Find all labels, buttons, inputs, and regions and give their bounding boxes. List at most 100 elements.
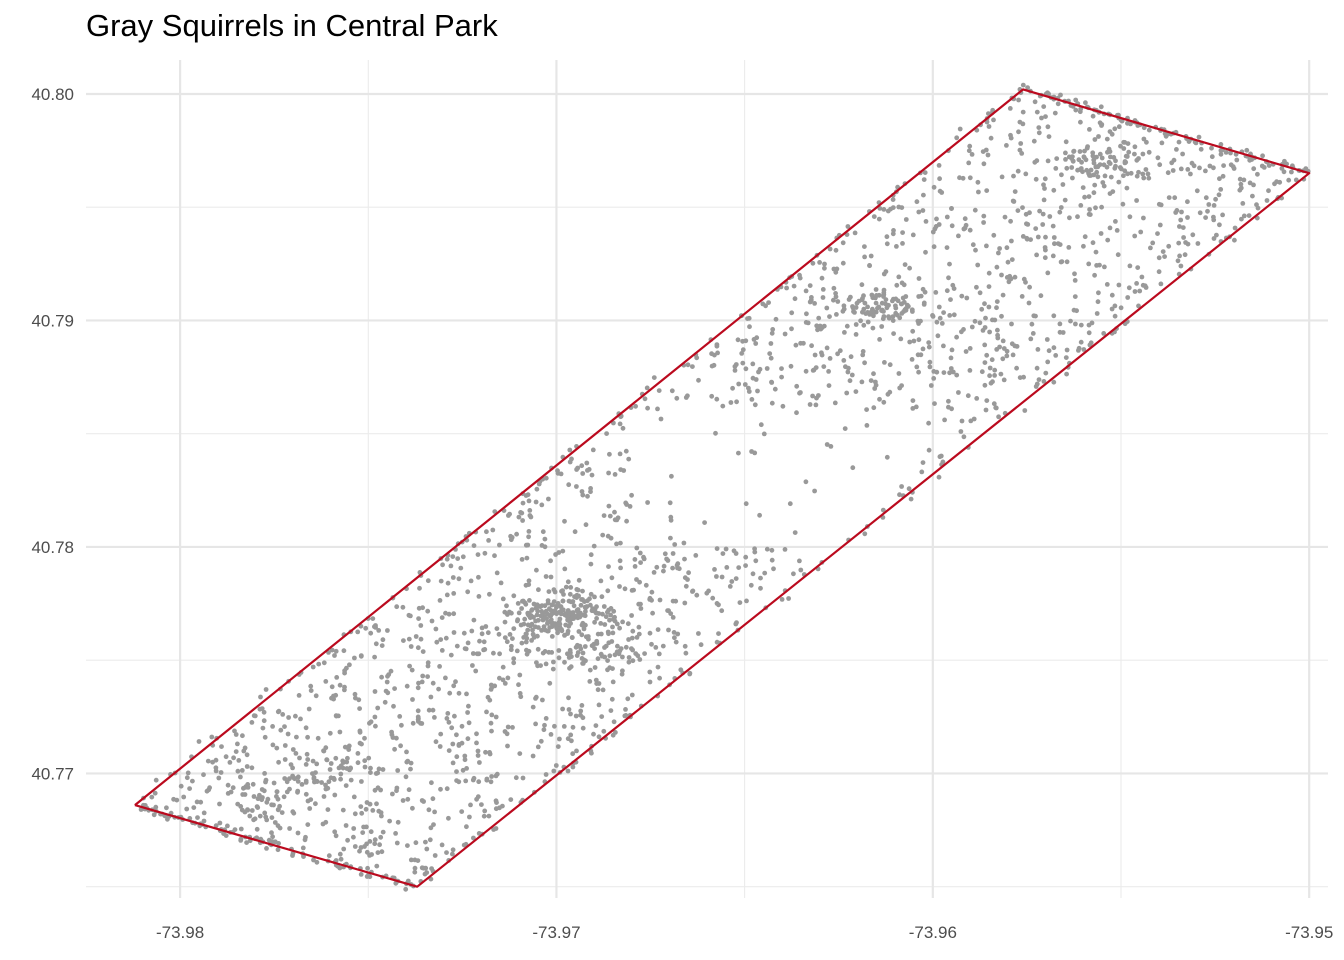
squirrel-point [293,751,299,756]
squirrel-point [1004,275,1010,280]
squirrel-point [1281,169,1287,175]
squirrel-point [607,617,612,623]
squirrel-point [254,826,260,832]
squirrel-point [379,643,385,648]
squirrel-point [204,788,210,794]
squirrel-point [576,593,581,599]
squirrel-point [255,805,261,810]
squirrel-point [988,380,994,386]
squirrel-point [333,833,339,839]
squirrel-point [423,839,428,845]
squirrel-point [966,160,972,166]
squirrel-point [233,732,239,737]
squirrel-point [999,313,1004,319]
squirrel-point [1037,208,1042,214]
squirrel-point [429,618,435,624]
squirrel-point [657,675,662,681]
squirrel-point [469,628,475,634]
squirrel-point [225,791,231,796]
squirrel-point [673,639,679,645]
squirrel-point [756,369,761,375]
squirrel-point [1140,171,1146,177]
squirrel-point [332,653,337,658]
squirrel-point [920,208,926,213]
squirrel-point [1156,269,1162,275]
squirrel-point [959,418,965,424]
squirrel-point [1150,240,1156,246]
squirrel-point [758,575,763,581]
squirrel-point [642,396,648,402]
squirrel-point [464,691,469,697]
squirrel-point [981,220,986,225]
squirrel-point [545,600,551,606]
squirrel-point [337,851,343,857]
squirrel-point [782,547,788,552]
squirrel-point [615,515,621,521]
squirrel-point [1250,193,1255,199]
squirrel-point [947,370,952,376]
squirrel-point [1034,365,1040,371]
squirrel-point [820,287,826,292]
squirrel-point [216,775,222,781]
squirrel-point [1218,187,1224,192]
squirrel-point [425,674,430,679]
squirrel-point [672,635,677,641]
squirrel-point [347,662,352,668]
squirrel-point [558,604,564,610]
squirrel-point [262,810,268,816]
squirrel-point [645,405,650,411]
squirrel-point [734,399,739,405]
squirrel-point [1118,305,1124,311]
squirrel-point [418,636,424,642]
squirrel-point [986,284,992,289]
squirrel-point [272,820,278,825]
squirrel-point [611,719,617,725]
squirrel-point [982,360,988,365]
squirrel-point [505,743,510,749]
squirrel-point [573,644,579,650]
squirrel-point [481,813,487,819]
squirrel-point [462,753,468,759]
squirrel-point [638,560,643,565]
squirrel-point [1089,320,1095,326]
squirrel-point [881,292,887,297]
squirrel-point [1165,170,1171,176]
squirrel-point [918,352,924,358]
squirrel-point [610,624,615,630]
squirrel-point [740,338,745,344]
squirrel-point [534,567,539,573]
squirrel-point [936,304,942,310]
squirrel-point [534,612,540,618]
squirrel-point [930,314,936,319]
squirrel-point [526,578,532,584]
squirrel-point [333,755,339,761]
squirrel-point [982,342,988,348]
squirrel-point [406,636,412,642]
squirrel-point [946,275,951,281]
squirrel-point [1046,134,1052,140]
squirrel-point [548,617,554,623]
squirrel-point [194,799,200,805]
squirrel-point [184,806,190,812]
squirrel-point [931,376,937,381]
squirrel-point [769,547,775,553]
squirrel-point [877,396,882,402]
squirrel-point [507,632,513,637]
squirrel-point [364,874,370,879]
squirrel-point [1102,264,1107,270]
squirrel-point [1261,165,1267,170]
squirrel-point [1144,139,1149,145]
squirrel-point [850,304,855,309]
squirrel-point [1066,245,1072,250]
squirrel-point [931,244,937,250]
squirrel-point [1160,249,1166,255]
squirrel-point [1138,229,1144,235]
squirrel-point [1289,169,1294,175]
squirrel-point [1052,110,1058,116]
squirrel-point [394,785,400,791]
squirrel-point [949,347,955,353]
squirrel-point [886,302,891,308]
squirrel-point [579,489,585,494]
squirrel-point [458,565,464,571]
squirrel-point [403,886,409,892]
